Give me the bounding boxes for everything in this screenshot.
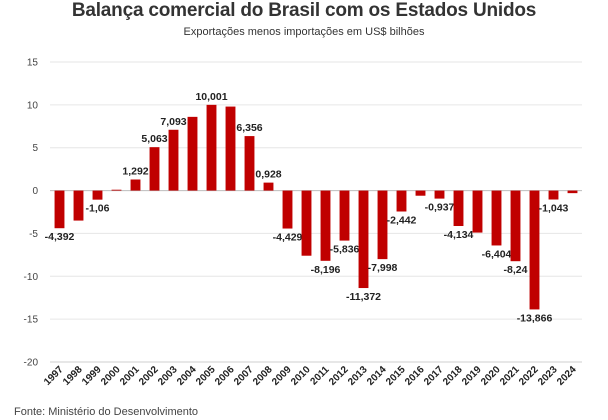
x-tick-label: 2015 [384, 364, 408, 388]
x-tick-label: 2020 [479, 364, 503, 388]
x-tick-label: 2000 [99, 364, 123, 388]
data-label: -0,937 [425, 202, 455, 214]
data-label: -5,836 [330, 244, 360, 256]
bar [54, 190, 65, 229]
data-label: -4,429 [273, 232, 303, 244]
y-tick-label: -20 [24, 358, 39, 369]
y-tick-label: 10 [27, 100, 39, 111]
x-tick-label: 2018 [441, 364, 465, 388]
bar [453, 190, 464, 227]
chart-subtitle: Exportações menos importações em US$ bil… [183, 26, 425, 38]
bar [73, 190, 84, 221]
y-tick-label: -10 [24, 272, 39, 283]
data-label: -8,24 [504, 264, 528, 276]
data-label: 0,928 [255, 169, 281, 181]
x-tick-label: 1999 [80, 364, 104, 388]
x-tick-label: 2024 [555, 364, 579, 388]
bar [225, 106, 236, 191]
x-tick-label: 2003 [156, 364, 180, 388]
x-tick-label: 1998 [61, 364, 85, 388]
x-tick-label: 2019 [460, 364, 484, 388]
x-tick-label: 2014 [365, 364, 389, 388]
chart-source: Fonte: Ministério do Desenvolvimento [14, 406, 199, 418]
bar [472, 190, 483, 233]
bar [434, 190, 445, 199]
x-tick-label: 2012 [327, 364, 351, 388]
bar [168, 129, 179, 191]
bar [149, 147, 160, 191]
bar [548, 190, 559, 200]
x-tick-label: 1997 [42, 364, 66, 388]
bar [529, 190, 540, 310]
x-tick-label: 2010 [289, 364, 313, 388]
y-tick-label: -15 [24, 315, 39, 326]
data-label: -11,372 [346, 291, 381, 303]
bar [320, 190, 331, 261]
y-tick-label: -5 [29, 229, 38, 240]
x-tick-label: 2001 [118, 364, 142, 388]
bar [567, 190, 578, 194]
y-tick-label: 5 [32, 143, 38, 154]
x-tick-label: 2005 [194, 364, 218, 388]
x-tick-label: 2002 [137, 364, 161, 388]
data-label: 1,292 [122, 165, 148, 177]
bar [111, 189, 122, 191]
bar [130, 179, 141, 191]
data-label: -1,043 [539, 203, 569, 215]
bar [510, 190, 521, 262]
data-label: -7,998 [368, 262, 398, 274]
data-label: -4,134 [444, 229, 474, 241]
x-tick-label: 2021 [498, 364, 522, 388]
bar [358, 190, 369, 289]
data-label: -13,866 [517, 312, 553, 324]
data-label: 10,001 [195, 91, 227, 103]
y-tick-label: 15 [27, 58, 39, 69]
x-tick-label: 2022 [517, 364, 541, 388]
data-label: -2,442 [387, 215, 417, 227]
bar [396, 190, 407, 212]
x-tick-label: 2006 [213, 364, 237, 388]
y-tick-label: 0 [32, 186, 38, 197]
bar [339, 190, 350, 241]
data-label: -6,404 [482, 248, 512, 260]
bar [206, 104, 217, 191]
x-tick-label: 2009 [270, 364, 294, 388]
bar [282, 190, 293, 229]
x-tick-label: 2017 [422, 364, 446, 388]
bar [491, 190, 502, 246]
data-label: -4,392 [45, 231, 75, 243]
bar [92, 190, 103, 200]
x-tick-label: 2016 [403, 364, 427, 388]
data-label: 7,093 [160, 116, 186, 128]
chart-title: Balança comercial do Brasil com os Estad… [71, 0, 537, 21]
data-label: -1,06 [86, 203, 110, 215]
x-tick-label: 2004 [175, 364, 199, 388]
data-label: -8,196 [311, 264, 341, 276]
x-tick-label: 2011 [308, 364, 331, 387]
bar [301, 190, 312, 256]
bar [187, 116, 198, 191]
bar [263, 182, 274, 191]
x-tick-label: 2007 [232, 364, 256, 388]
x-tick-label: 2023 [536, 364, 560, 388]
bar [415, 190, 426, 196]
bar [377, 190, 388, 260]
data-label: 5,063 [141, 133, 167, 145]
x-tick-label: 2008 [251, 364, 275, 388]
bar [244, 136, 255, 191]
data-label: 6,356 [236, 122, 262, 134]
x-tick-label: 2013 [346, 364, 370, 388]
